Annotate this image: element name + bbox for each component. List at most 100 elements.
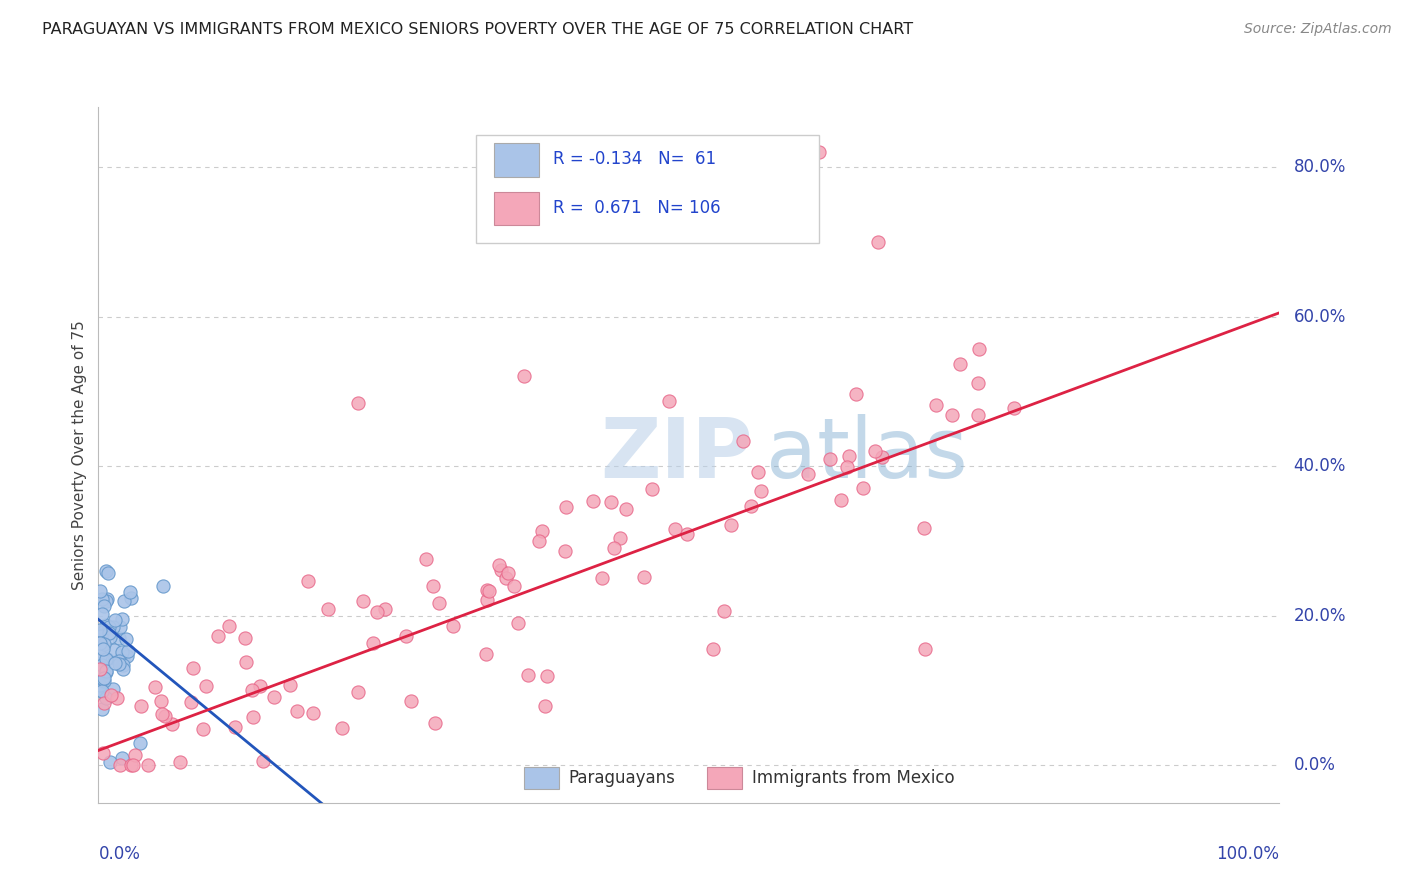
Point	[111, 612, 134, 626]
Point	[117, 644, 139, 658]
Text: 20.0%: 20.0%	[1294, 607, 1346, 624]
Point	[96, 617, 118, 632]
Point	[852, 481, 875, 495]
Point	[94, 665, 117, 679]
Point	[94, 594, 117, 608]
Point	[582, 494, 605, 508]
Point	[89, 624, 111, 638]
Point	[475, 648, 498, 662]
Point	[489, 563, 512, 577]
Text: 60.0%: 60.0%	[1294, 308, 1346, 326]
Point	[967, 408, 990, 422]
Text: 100.0%: 100.0%	[1216, 845, 1279, 863]
Point	[249, 679, 271, 693]
Point	[529, 534, 551, 549]
Point	[641, 482, 664, 496]
Point	[347, 395, 370, 409]
Point	[112, 658, 135, 673]
Point	[111, 751, 134, 765]
Point	[90, 639, 112, 653]
Point	[530, 524, 553, 538]
Point	[136, 758, 159, 772]
Point	[599, 495, 621, 509]
Point	[98, 755, 121, 769]
Point	[347, 685, 370, 699]
Y-axis label: Seniors Poverty Over the Age of 75: Seniors Poverty Over the Age of 75	[72, 320, 87, 590]
Point	[143, 680, 166, 694]
Point	[720, 517, 742, 532]
Point	[90, 628, 112, 642]
Text: PARAGUAYAN VS IMMIGRANTS FROM MEXICO SENIORS POVERTY OVER THE AGE OF 75 CORRELAT: PARAGUAYAN VS IMMIGRANTS FROM MEXICO SEN…	[42, 22, 914, 37]
Point	[120, 584, 142, 599]
Point	[150, 694, 173, 708]
Point	[1002, 401, 1025, 415]
Point	[664, 522, 686, 536]
Point	[478, 584, 501, 599]
Point	[89, 636, 111, 650]
Point	[195, 679, 218, 693]
Point	[330, 721, 353, 735]
Point	[89, 662, 111, 676]
Point	[713, 604, 735, 618]
Point	[731, 434, 754, 449]
Text: ZIP: ZIP	[600, 415, 752, 495]
Point	[366, 606, 388, 620]
Point	[252, 754, 274, 768]
Point	[180, 695, 202, 709]
Point	[96, 592, 118, 607]
Point	[155, 709, 177, 723]
Point	[98, 626, 121, 640]
Point	[475, 593, 498, 607]
Point	[101, 682, 124, 697]
Point	[870, 450, 893, 464]
Point	[129, 699, 152, 714]
Point	[536, 668, 558, 682]
Point	[93, 673, 115, 688]
Point	[233, 631, 256, 645]
Text: 40.0%: 40.0%	[1294, 457, 1346, 475]
Point	[395, 629, 418, 643]
Point	[554, 543, 576, 558]
Point	[93, 624, 115, 638]
Point	[512, 369, 534, 384]
Text: atlas: atlas	[766, 415, 967, 495]
Point	[807, 145, 830, 159]
FancyBboxPatch shape	[494, 192, 538, 226]
Point	[941, 408, 963, 422]
Point	[747, 465, 769, 479]
Point	[150, 706, 173, 721]
Point	[609, 531, 631, 545]
Point	[97, 566, 120, 581]
Point	[90, 629, 112, 643]
Point	[91, 702, 114, 716]
Point	[94, 652, 117, 666]
Point	[104, 613, 127, 627]
Point	[121, 758, 143, 772]
Point	[128, 736, 150, 750]
Point	[502, 579, 524, 593]
Point	[658, 393, 681, 408]
Point	[278, 678, 301, 692]
Point	[94, 665, 117, 679]
Point	[91, 641, 114, 656]
Text: Paraguayans: Paraguayans	[568, 769, 675, 787]
Text: Immigrants from Mexico: Immigrants from Mexico	[752, 769, 955, 787]
Point	[90, 649, 112, 664]
Point	[89, 662, 111, 676]
Point	[111, 662, 134, 676]
Point	[207, 629, 229, 643]
Point	[89, 678, 111, 692]
Point	[91, 657, 114, 672]
Point	[399, 694, 422, 708]
Text: R = -0.134   N=  61: R = -0.134 N= 61	[553, 150, 716, 169]
Point	[181, 661, 204, 675]
Point	[554, 500, 576, 514]
Point	[94, 564, 117, 578]
Point	[91, 672, 114, 686]
FancyBboxPatch shape	[523, 766, 560, 789]
Point	[301, 706, 323, 720]
Point	[96, 691, 118, 706]
Text: 80.0%: 80.0%	[1294, 158, 1346, 176]
Point	[675, 526, 697, 541]
FancyBboxPatch shape	[707, 766, 742, 789]
